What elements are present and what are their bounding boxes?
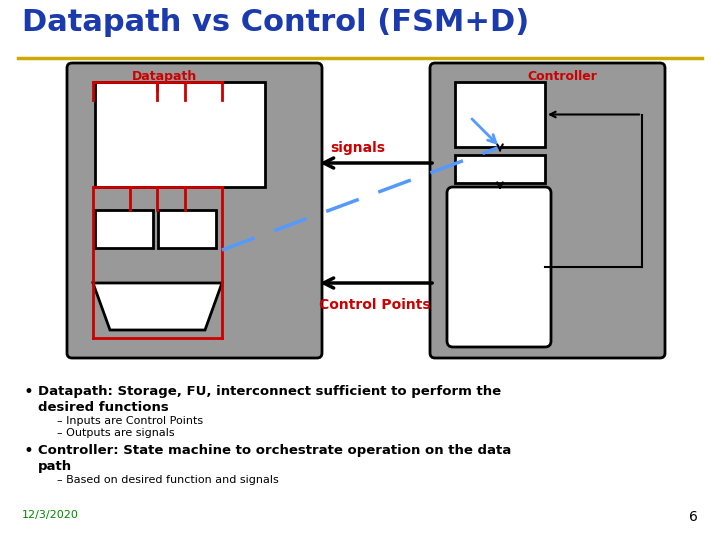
Text: – Based on desired function and signals: – Based on desired function and signals [57,475,279,485]
FancyBboxPatch shape [430,63,665,358]
Text: Controller: State machine to orchestrate operation on the data: Controller: State machine to orchestrate… [38,444,511,457]
FancyBboxPatch shape [455,82,545,147]
FancyBboxPatch shape [447,187,551,347]
FancyBboxPatch shape [95,82,265,187]
Text: – Inputs are Control Points: – Inputs are Control Points [57,416,203,426]
Polygon shape [93,283,222,330]
Text: – Outputs are signals: – Outputs are signals [57,428,175,438]
Text: desired functions: desired functions [38,401,168,414]
Text: •: • [24,442,34,460]
Text: Control Points: Control Points [319,298,431,312]
Text: •: • [24,383,34,401]
FancyBboxPatch shape [455,155,545,183]
Text: Controller: Controller [528,70,598,83]
Text: path: path [38,460,72,473]
FancyBboxPatch shape [158,210,216,248]
Text: 6: 6 [689,510,698,524]
FancyBboxPatch shape [67,63,322,358]
Text: Datapath: Datapath [132,70,197,83]
Text: Datapath: Storage, FU, interconnect sufficient to perform the: Datapath: Storage, FU, interconnect suff… [38,385,501,398]
Text: 12/3/2020: 12/3/2020 [22,510,79,520]
Text: Datapath vs Control (FSM+D): Datapath vs Control (FSM+D) [22,8,529,37]
FancyBboxPatch shape [95,210,153,248]
Text: signals: signals [330,141,385,155]
